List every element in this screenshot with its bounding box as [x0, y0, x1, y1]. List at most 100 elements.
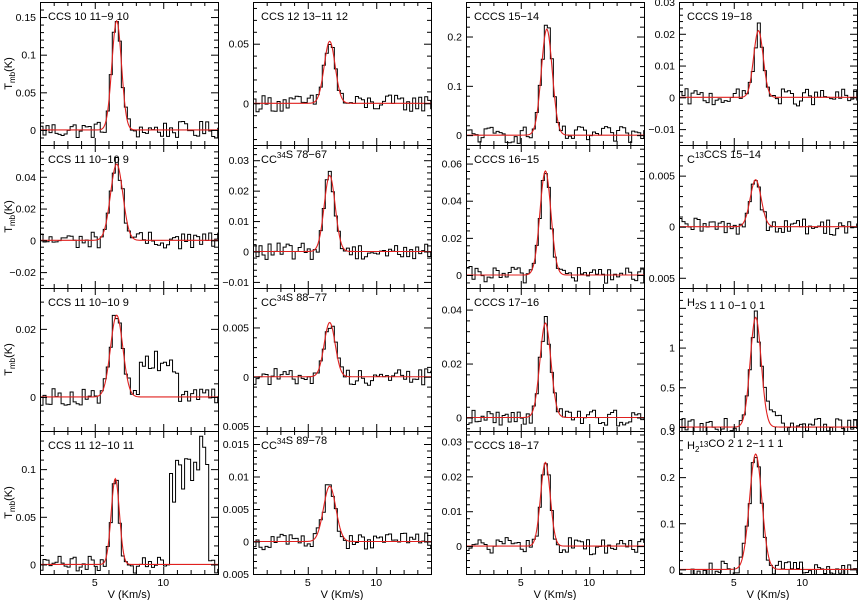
- panel-16: 5 10 0 0.1 0.2 0.3 H213CO 2 1 2−1 1 1: [660, 426, 858, 589]
- y-axis-label: Tmb(K): [3, 486, 17, 519]
- y-tick-label: 0: [30, 235, 36, 247]
- y-tick-label: 0.04: [442, 305, 463, 317]
- panel-frame: [253, 288, 432, 432]
- y-tick-label: 0.005: [223, 421, 249, 433]
- x-tick-label: 10: [583, 577, 595, 589]
- x-tick-label: 5: [92, 577, 98, 589]
- gaussian-fit-14: [253, 485, 431, 543]
- panel-label: CCCS 16−15: [474, 154, 539, 166]
- y-tick-label: 0.3: [660, 426, 675, 438]
- panel-label: CC34S 88−77: [261, 292, 327, 309]
- observed-spectrum-14: [253, 484, 431, 551]
- panel-9: 0 0.02 CCS 11 10−10 9: [16, 288, 219, 432]
- panel-label: H213CO 2 1 2−1 1 1: [687, 438, 783, 454]
- panel-2: 0 0.05 CCS 12 13−11 12: [229, 2, 432, 146]
- panel-frame: [40, 431, 219, 575]
- y-tick-label: 0.05: [16, 87, 37, 99]
- y-tick-label: 0.02: [655, 29, 676, 41]
- y-tick-label: 0.03: [655, 0, 676, 9]
- panel-frame: [679, 2, 858, 146]
- panel-label: CCCS 19−18: [687, 11, 752, 23]
- observed-spectrum-15: [466, 463, 644, 556]
- y-tick-label: 0.03: [229, 155, 250, 167]
- y-tick-label: 0.02: [442, 471, 463, 483]
- panel-label: CC34S 89−78: [261, 435, 327, 452]
- y-tick-label: 0: [243, 372, 249, 384]
- panel-6: −0.01 0 0.01 0.02 0.03 CC34S 78−67: [222, 145, 432, 289]
- x-axis-label: V (Km/s): [747, 589, 790, 600]
- panel-frame: [253, 431, 432, 575]
- observed-spectrum-7: [466, 173, 644, 284]
- y-tick-label: 0.01: [442, 506, 463, 518]
- panel-label: CC34S 78−67: [261, 149, 327, 166]
- panel-frame: [466, 431, 645, 575]
- panel-frame: [40, 2, 219, 146]
- panel-14: 5 10 0.005 0 0.005 0.01 0.015 CC34S 89−78: [223, 431, 432, 589]
- panel-12: 0 0.5 1 H2S 1 1 0−1 0 1: [660, 288, 858, 434]
- y-tick-label: 0: [456, 130, 462, 142]
- y-tick-label: 0.05: [229, 39, 250, 51]
- y-tick-label: 0.005: [649, 171, 675, 183]
- panel-label: H2S 1 1 0−1 0 1: [687, 297, 765, 312]
- y-tick-label: 0: [456, 270, 462, 282]
- observed-spectrum-3: [466, 24, 644, 144]
- y-axis-label: Tmb(K): [3, 343, 17, 376]
- gaussian-fit-2: [253, 40, 431, 104]
- panel-3: 0 0.1 0.2 CCCS 15−14: [447, 2, 645, 146]
- y-tick-label: 0.04: [442, 196, 463, 208]
- y-tick-label: 0.04: [16, 172, 37, 184]
- panel-label: CCCS 15−14: [474, 11, 539, 23]
- gaussian-fit-13: [40, 477, 218, 566]
- gaussian-fit-6: [253, 174, 431, 253]
- y-tick-label: 0: [30, 559, 36, 571]
- panel-13: 5 10 0 0.05 0.1 CCS 11 12−10 11: [16, 431, 219, 589]
- observed-spectrum-4: [679, 22, 857, 107]
- y-tick-label: 0: [243, 537, 249, 549]
- y-tick-label: 0.1: [660, 518, 675, 530]
- gaussian-fit-4: [679, 29, 857, 98]
- panel-label: CCS 11 12−10 11: [48, 440, 134, 452]
- y-tick-label: 0.01: [229, 216, 250, 228]
- observed-spectrum-12: [681, 310, 857, 431]
- y-tick-label: 0.005: [223, 504, 249, 516]
- y-tick-label: 0.1: [447, 81, 462, 93]
- gaussian-fit-16: [679, 453, 857, 570]
- panel-label: CCS 11 10−10 9: [48, 154, 129, 166]
- y-tick-label: 0.1: [21, 50, 36, 62]
- y-tick-label: −0.01: [648, 124, 675, 136]
- y-tick-label: 0.005: [223, 322, 249, 334]
- y-tick-label: 1: [669, 343, 675, 355]
- axis-labels-group: Tmb(K) Tmb(K) Tmb(K) Tmb(K) V (Km/s) V (Km/s)…: [3, 57, 789, 600]
- panel-frame: [253, 145, 432, 289]
- y-tick-label: 0.005: [223, 569, 249, 581]
- y-tick-label: 0.15: [16, 12, 37, 24]
- y-tick-label: 0.02: [442, 233, 463, 245]
- gaussian-fit-3: [466, 28, 644, 136]
- panel-10: 0.005 0 0.005 CC34S 88−77: [223, 288, 432, 433]
- observed-spectrum-5: [40, 157, 218, 250]
- observed-spectrum-16: [679, 457, 857, 574]
- y-tick-label: 0.02: [16, 204, 37, 216]
- y-tick-label: 0: [669, 564, 675, 576]
- gaussian-fit-1: [40, 19, 218, 131]
- panel-label: CCS 12 13−11 12: [261, 11, 348, 23]
- y-tick-label: 0.1: [21, 464, 36, 476]
- observed-spectrum-6: [253, 170, 431, 260]
- y-tick-label: 0: [456, 413, 462, 425]
- panel-frame: [466, 288, 645, 432]
- observed-spectrum-11: [466, 315, 644, 427]
- x-tick-label: 10: [370, 577, 382, 589]
- panel-frame: [253, 2, 432, 146]
- x-tick-label: 5: [731, 577, 737, 589]
- y-tick-label: 0.02: [16, 324, 37, 336]
- y-tick-label: 0: [30, 125, 36, 137]
- x-tick-label: 5: [518, 577, 524, 589]
- y-tick-label: 0.015: [223, 439, 249, 451]
- y-axis-label: Tmb(K): [3, 200, 17, 233]
- x-axis-label: V (Km/s): [108, 589, 151, 600]
- gaussian-fit-12: [679, 316, 857, 428]
- gaussian-fit-7: [466, 170, 644, 276]
- y-tick-label: −0.01: [222, 277, 249, 289]
- gaussian-fit-11: [466, 322, 644, 419]
